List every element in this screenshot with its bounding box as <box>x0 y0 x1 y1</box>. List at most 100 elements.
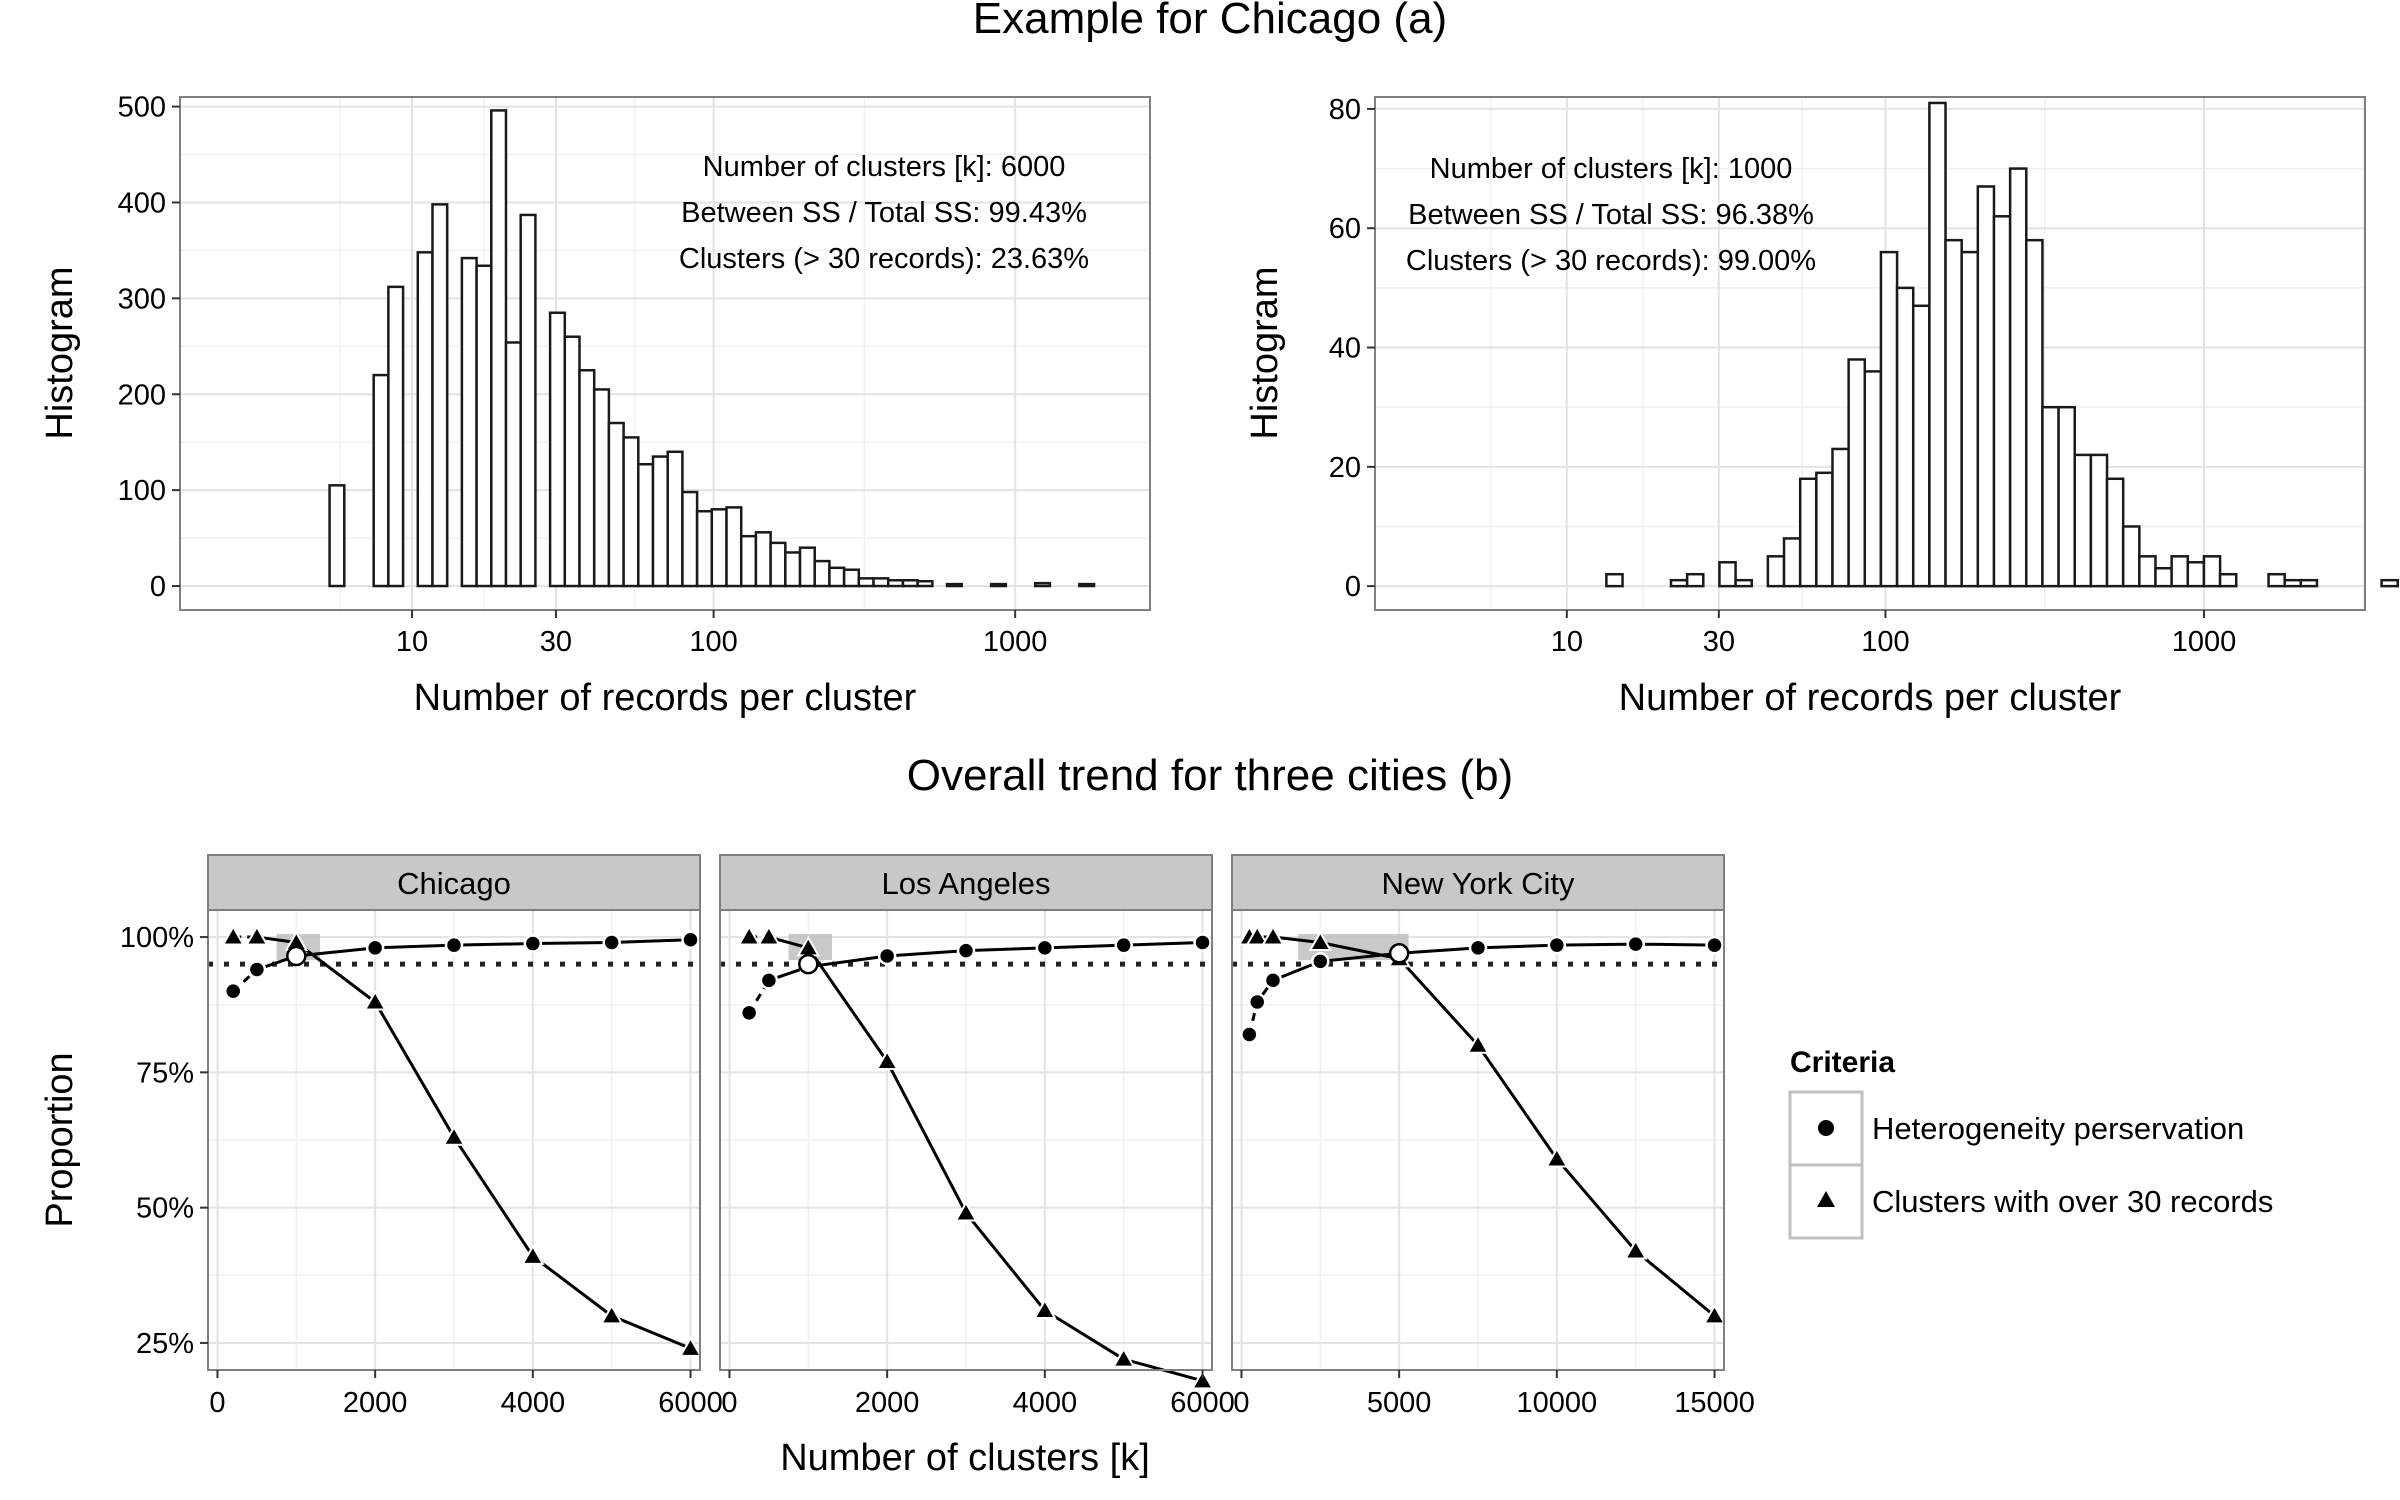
histogram-bar <box>2089 453 2109 588</box>
histogram-bar <box>2138 555 2157 588</box>
circle-marker <box>444 935 464 955</box>
facet-label: Los Angeles <box>882 866 1051 901</box>
histogram-bar <box>2267 572 2286 588</box>
x-tick-label: 0 <box>721 1387 737 1419</box>
histogram-bar <box>1944 238 1963 588</box>
histogram-bar <box>548 311 567 588</box>
circle-marker <box>956 941 976 960</box>
histogram-bar <box>784 551 802 588</box>
histogram-bars <box>328 109 1096 588</box>
histogram-bar <box>1766 555 1786 588</box>
circle-marker <box>1626 934 1645 954</box>
triangle-marker <box>1545 1146 1569 1168</box>
x-axis-ticks: 0 5000 10000 15000 <box>1233 1370 1755 1419</box>
x-tick-label: 6000 <box>658 1387 723 1419</box>
x-tick-label: 2000 <box>855 1387 920 1419</box>
y-tick-label: 500 <box>118 92 166 124</box>
histogram-bar <box>651 455 669 588</box>
circle-marker <box>223 981 243 1001</box>
histogram-bar <box>622 436 640 588</box>
circle-marker <box>1263 971 1283 990</box>
legend-label-clusters-over-30: Clusters with over 30 records <box>1872 1184 2273 1219</box>
x-tick-label: 4000 <box>1013 1387 1078 1419</box>
histogram-bar <box>460 256 478 588</box>
circle-marker <box>1311 952 1330 971</box>
x-axis-title: Number of records per cluster <box>414 677 917 719</box>
x-tick-label: 1000 <box>983 626 1048 658</box>
x-tick-label: 30 <box>1703 626 1735 658</box>
histogram-bar <box>828 566 846 588</box>
histogram-bar <box>2057 405 2076 588</box>
series-marks <box>720 925 1215 1390</box>
y-axis-title: Histogram <box>39 266 81 439</box>
histogram-bar <box>1605 572 1624 588</box>
x-tick-label: 0 <box>1233 1387 1249 1419</box>
histogram-bar <box>1669 578 1689 588</box>
triangle-marker <box>221 925 245 946</box>
histogram-bar <box>916 579 934 588</box>
histogram-bar <box>1928 101 1947 588</box>
circle-marker <box>681 930 700 950</box>
histogram-bar <box>666 450 684 588</box>
triangle-marker <box>363 989 387 1011</box>
x-tick-label: 100 <box>689 626 737 658</box>
histogram-bar <box>695 509 714 588</box>
histogram-bar <box>475 264 493 588</box>
histogram-bar <box>1798 477 1818 588</box>
histogram-bar <box>1078 582 1096 588</box>
histogram-bar <box>1685 572 1705 588</box>
histogram-bar <box>578 369 596 588</box>
histogram-bar <box>2283 578 2303 588</box>
y-tick-label: 50% <box>136 1193 194 1225</box>
histogram-bar <box>872 577 890 588</box>
histogram-bar <box>328 484 346 588</box>
triangle-marker <box>678 1336 703 1357</box>
trend-x-axis-title: Number of clusters [k] <box>780 1437 1150 1479</box>
histogram-bar <box>1911 304 1931 588</box>
histogram-bar <box>1734 578 1753 588</box>
y-tick-label: 100% <box>120 922 194 954</box>
clusters-over-30-line <box>1257 935 1716 1318</box>
series-marks <box>208 925 703 1357</box>
circle-marker <box>1193 933 1212 952</box>
selected-k-marker <box>1388 943 1410 964</box>
annotation-ss-ratio: Between SS / Total SS: 99.43% <box>681 197 1087 229</box>
histogram-bar <box>2154 566 2173 588</box>
triangle-marker <box>245 925 269 946</box>
y-tick-label: 20 <box>1329 452 1361 484</box>
x-axis-ticks: 10 30 100 1000 <box>396 610 1047 658</box>
facet-los-angeles: Los Angeles 0 2000 4000 6000 <box>719 854 1235 1419</box>
histogram-bar <box>1718 561 1737 588</box>
histogram-bar <box>2041 405 2060 588</box>
triangle-marker <box>1190 1368 1215 1390</box>
histogram-bar <box>2202 555 2222 588</box>
facet-new-york-city: New York City 0 5000 10000 15000 <box>1231 854 1755 1419</box>
histogram-bar <box>1960 250 1980 588</box>
histogram-bar <box>1992 215 2012 588</box>
circle-marker <box>1035 938 1055 958</box>
histogram-bar <box>945 582 963 588</box>
histogram-bar <box>989 582 1008 588</box>
triangle-marker <box>1623 1238 1648 1260</box>
histogram-bar <box>431 203 449 588</box>
x-tick-label: 10000 <box>1517 1387 1598 1419</box>
histogram-bar <box>725 506 743 588</box>
histogram-bar <box>1831 447 1850 588</box>
histogram-bar <box>387 285 405 588</box>
histogram-bar <box>886 579 905 588</box>
circle-marker <box>759 971 779 990</box>
y-tick-label: 0 <box>150 571 166 603</box>
histogram-bar <box>1033 581 1052 588</box>
circle-marker <box>1547 935 1567 955</box>
x-tick-label: 15000 <box>1674 1387 1755 1419</box>
y-tick-label: 100 <box>118 475 166 507</box>
grid-lines <box>1232 910 1724 1370</box>
x-tick-label: 1000 <box>2172 626 2237 658</box>
histogram-bar <box>372 373 390 588</box>
x-tick-label: 10 <box>396 626 428 658</box>
circle-marker <box>1240 1025 1259 1044</box>
circle-marker <box>247 960 267 979</box>
circle-marker <box>602 933 621 952</box>
triangle-marker <box>521 1244 545 1265</box>
y-tick-label: 40 <box>1329 333 1361 365</box>
